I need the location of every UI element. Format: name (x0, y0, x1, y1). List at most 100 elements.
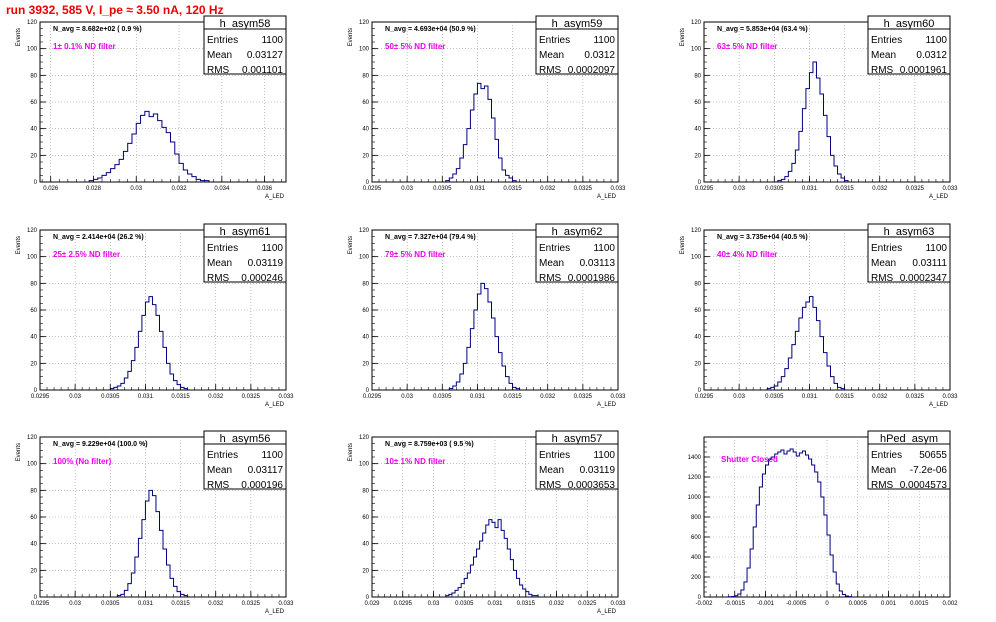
y-tick-label: 100 (27, 47, 38, 53)
x-tick-label: 0.03 (69, 394, 81, 400)
x-tick-label: 0.032 (540, 186, 556, 192)
y-tick-label: 0 (34, 180, 38, 186)
histogram-line (445, 519, 539, 597)
stats-title: h_asym62 (552, 226, 603, 238)
stats-value: -7.2e-06 (910, 465, 948, 476)
stats-value: 0.000196 (241, 480, 283, 491)
y-tick-label: 1000 (688, 495, 702, 501)
stats-title: h_asym60 (884, 18, 935, 30)
x-axis-title: A_LED (929, 402, 949, 408)
y-tick-label: 0 (366, 595, 370, 601)
y-tick-label: 80 (694, 73, 701, 79)
y-axis-title: Events (348, 236, 354, 254)
y-tick-label: 40 (30, 542, 37, 548)
y-tick-label: 120 (27, 435, 38, 441)
stats-value: 0.03119 (248, 258, 284, 269)
stats-value: 0.03119 (580, 465, 616, 476)
filter-label: 79± 5% ND filter (385, 250, 445, 259)
x-tick-label: 0.0305 (765, 186, 784, 192)
stats-box-frame (203, 223, 287, 283)
stats-label: Entries (871, 243, 902, 254)
run-title: run 3932, 585 V, I_pe ≈ 3.50 nA, 120 Hz (6, 3, 224, 17)
y-tick-label: 0 (34, 388, 38, 394)
y-tick-label: 40 (30, 127, 37, 133)
y-tick-label: 1200 (688, 475, 702, 481)
stats-label: Entries (539, 243, 570, 254)
y-tick-label: 1400 (688, 455, 702, 461)
x-tick-label: 0.032 (208, 394, 224, 400)
y-axis-title: Events (680, 236, 686, 254)
y-tick-label: 100 (27, 462, 38, 468)
y-tick-label: 60 (30, 100, 37, 106)
y-tick-label: 0 (366, 388, 370, 394)
stats-label: Mean (539, 258, 564, 269)
stats-value: 0.0002097 (568, 65, 616, 76)
stats-box-frame (867, 223, 951, 283)
x-tick-label: 0.029 (364, 601, 380, 607)
y-axis-title: Events (680, 28, 686, 46)
x-tick-label: 0.032 (540, 394, 556, 400)
navg-label: N_avg = 5.853e+04 (63.4 %) (717, 26, 808, 33)
stats-label: RMS (207, 273, 230, 284)
x-tick-label: 0.031 (138, 601, 154, 607)
x-tick-label: 0.0305 (433, 186, 452, 192)
stats-value: 0.001101 (242, 65, 283, 76)
x-tick-label: 0.028 (86, 186, 102, 192)
x-tick-label: 0.032 (872, 186, 888, 192)
y-tick-label: 20 (30, 153, 37, 159)
histogram-pad-h_asym63: 0 20 40 60 80 100 120 0.0295 0.03 0.0305 0.031 0.03… (680, 223, 958, 408)
stats-box-frame (535, 430, 619, 490)
stats-label: RMS (539, 480, 562, 491)
x-tick-label: 0.0295 (695, 186, 714, 192)
y-tick-label: 60 (30, 308, 37, 314)
stats-label: RMS (207, 65, 230, 76)
y-tick-label: 80 (30, 73, 37, 79)
x-tick-label: 0.0325 (574, 394, 593, 400)
x-tick-label: 0.026 (43, 186, 59, 192)
stats-value: 1100 (593, 35, 615, 46)
x-tick-label: 0.03 (733, 394, 745, 400)
stats-title: h_asym63 (884, 226, 935, 238)
histogram-pad-h_asym62: 0 20 40 60 80 100 120 0.0295 0.03 0.0305 0.031 0.03… (348, 223, 626, 408)
stats-value: 1100 (261, 243, 283, 254)
stats-label: Mean (871, 258, 896, 269)
x-axis-title: A_LED (597, 402, 617, 408)
stats-title: h_asym58 (220, 18, 271, 30)
y-axis-title: Events (16, 236, 22, 254)
y-tick-label: 40 (362, 335, 369, 341)
histogram-line (777, 61, 849, 182)
stats-title: h_asym56 (220, 433, 271, 445)
stats-value: 1100 (925, 35, 947, 46)
y-tick-label: 120 (359, 228, 370, 234)
y-tick-label: 100 (359, 47, 370, 53)
stats-label: RMS (539, 65, 562, 76)
stats-box: h_asym57 Entries 1100 Mean 0.03119 RMS 0.00036… (535, 430, 619, 491)
x-tick-label: 0.033 (278, 394, 294, 400)
histogram-line (728, 448, 853, 598)
x-tick-label: 0.0315 (171, 601, 190, 607)
x-tick-label: 0.0015 (910, 601, 929, 607)
y-tick-label: 100 (359, 462, 370, 468)
x-tick-label: 0.0295 (31, 394, 50, 400)
x-tick-label: 0.03 (401, 186, 413, 192)
y-tick-label: 0 (366, 180, 370, 186)
x-tick-label: 0.0295 (363, 186, 382, 192)
y-tick-label: 80 (30, 281, 37, 287)
stats-label: RMS (871, 480, 894, 491)
stats-box: h_asym59 Entries 1100 Mean 0.0312 RMS 0.000209… (535, 15, 619, 76)
y-tick-label: 100 (691, 47, 702, 53)
x-tick-label: 0.0295 (394, 601, 413, 607)
x-tick-label: -0.001 (757, 601, 775, 607)
histogram-line (116, 489, 189, 597)
x-tick-label: 0.032 (172, 186, 188, 192)
y-tick-label: 80 (694, 281, 701, 287)
x-tick-label: 0.03 (733, 186, 745, 192)
y-tick-label: 800 (691, 515, 702, 521)
stats-value: 0.03117 (248, 465, 284, 476)
filter-label: 63± 5% ND filter (717, 42, 777, 51)
x-axis-title: A_LED (265, 194, 285, 200)
stats-value: 0.0001986 (568, 273, 616, 284)
y-tick-label: 20 (362, 568, 369, 574)
stats-label: Mean (207, 465, 232, 476)
